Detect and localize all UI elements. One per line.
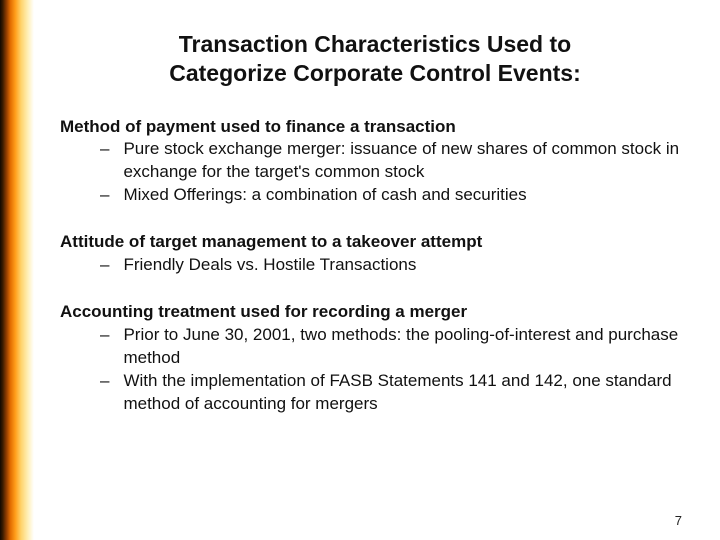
bullet-dash: – bbox=[100, 370, 123, 416]
section-heading: Attitude of target management to a takeo… bbox=[60, 231, 690, 254]
section-attitude: Attitude of target management to a takeo… bbox=[60, 231, 690, 277]
title-line-2: Categorize Corporate Control Events: bbox=[169, 60, 581, 86]
bullet-dash: – bbox=[100, 138, 123, 184]
section-heading: Method of payment used to finance a tran… bbox=[60, 116, 690, 139]
bullet-dash: – bbox=[100, 254, 123, 277]
section-heading: Accounting treatment used for recording … bbox=[60, 301, 690, 324]
bullet-text: Pure stock exchange merger: issuance of … bbox=[123, 138, 690, 184]
bullet-dash: – bbox=[100, 184, 123, 207]
title-line-1: Transaction Characteristics Used to bbox=[179, 31, 571, 57]
section-payment: Method of payment used to finance a tran… bbox=[60, 116, 690, 208]
list-item: – Prior to June 30, 2001, two methods: t… bbox=[60, 324, 690, 370]
decorative-flame-sidebar bbox=[0, 0, 34, 540]
list-item: – Mixed Offerings: a combination of cash… bbox=[60, 184, 690, 207]
section-accounting: Accounting treatment used for recording … bbox=[60, 301, 690, 416]
list-item: – Pure stock exchange merger: issuance o… bbox=[60, 138, 690, 184]
bullet-text: Friendly Deals vs. Hostile Transactions bbox=[123, 254, 690, 277]
bullet-text: Prior to June 30, 2001, two methods: the… bbox=[123, 324, 690, 370]
list-item: – With the implementation of FASB Statem… bbox=[60, 370, 690, 416]
slide-content: Transaction Characteristics Used to Cate… bbox=[60, 30, 690, 520]
bullet-dash: – bbox=[100, 324, 123, 370]
slide-title: Transaction Characteristics Used to Cate… bbox=[60, 30, 690, 88]
page-number: 7 bbox=[675, 513, 682, 528]
bullet-text: With the implementation of FASB Statemen… bbox=[123, 370, 690, 416]
bullet-text: Mixed Offerings: a combination of cash a… bbox=[123, 184, 690, 207]
list-item: – Friendly Deals vs. Hostile Transaction… bbox=[60, 254, 690, 277]
